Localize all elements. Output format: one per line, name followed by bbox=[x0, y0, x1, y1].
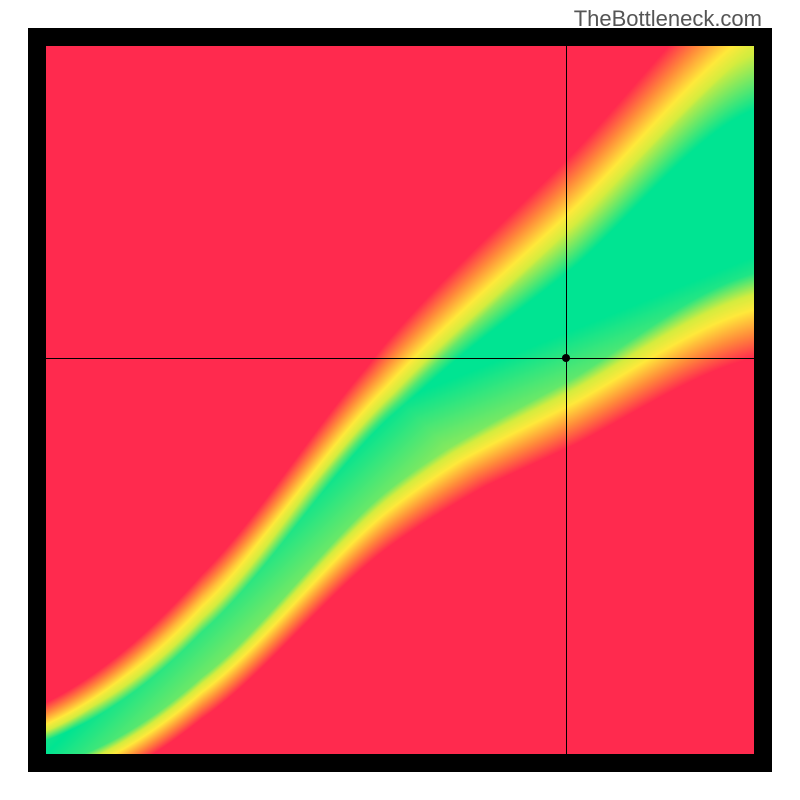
chart-plot-area bbox=[46, 46, 754, 754]
crosshair-marker-dot bbox=[562, 354, 570, 362]
heatmap-canvas bbox=[46, 46, 754, 754]
chart-outer-frame bbox=[28, 28, 772, 772]
crosshair-horizontal bbox=[46, 358, 754, 359]
watermark-text: TheBottleneck.com bbox=[574, 6, 762, 32]
chart-container: TheBottleneck.com bbox=[0, 0, 800, 800]
crosshair-vertical bbox=[566, 46, 567, 754]
